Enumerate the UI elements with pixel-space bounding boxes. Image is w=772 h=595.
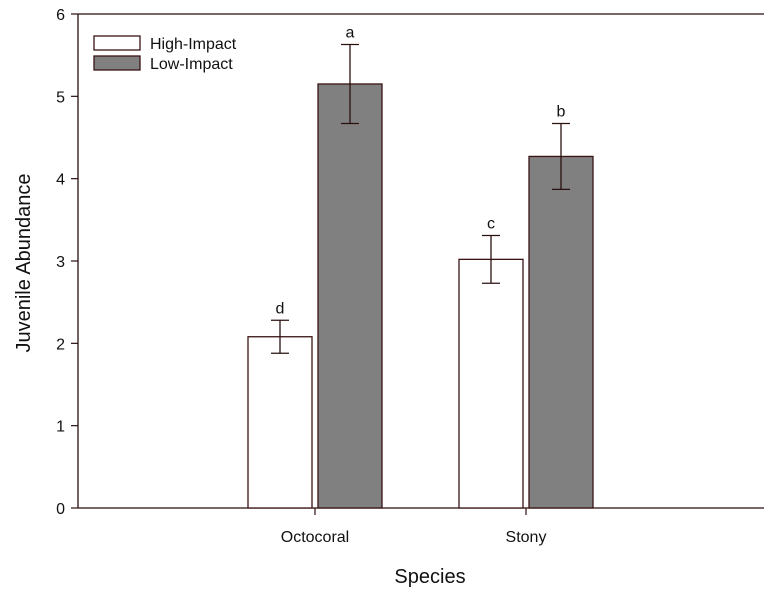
x-tick-label: Octocoral bbox=[281, 529, 349, 546]
significance-label: a bbox=[346, 24, 355, 41]
significance-labels: d c a b bbox=[276, 24, 566, 317]
bar-low-impact-octocoral bbox=[317, 83, 383, 509]
bars bbox=[247, 83, 594, 509]
y-tick-label: 6 bbox=[56, 7, 65, 24]
y-tick-label: 3 bbox=[56, 254, 65, 271]
error-bars bbox=[271, 43, 570, 354]
y-tick-label: 2 bbox=[56, 336, 65, 353]
x-tick-label: Stony bbox=[506, 529, 547, 546]
y-tick-label: 5 bbox=[56, 89, 65, 106]
legend: High-Impact Low-Impact bbox=[93, 35, 237, 73]
y-tick-label: 0 bbox=[56, 501, 65, 518]
significance-label: d bbox=[276, 300, 285, 317]
y-tick-label: 1 bbox=[56, 419, 65, 436]
axes: 0 1 2 3 4 5 6 Octocoral Stony bbox=[56, 7, 764, 546]
y-axis-title: Juvenile Abundance bbox=[13, 173, 35, 352]
legend-swatch bbox=[93, 55, 141, 71]
bar-high-impact-octocoral bbox=[247, 336, 313, 509]
bar-high-impact-stony bbox=[458, 258, 524, 509]
bar-low-impact-stony bbox=[528, 155, 594, 509]
legend-swatch bbox=[93, 35, 141, 51]
significance-label: b bbox=[557, 104, 566, 121]
significance-label: c bbox=[487, 215, 495, 232]
y-tick-label: 4 bbox=[56, 172, 65, 189]
legend-label: High-Impact bbox=[150, 36, 237, 53]
legend-label: Low-Impact bbox=[150, 56, 233, 73]
x-axis-title: Species bbox=[394, 566, 465, 588]
